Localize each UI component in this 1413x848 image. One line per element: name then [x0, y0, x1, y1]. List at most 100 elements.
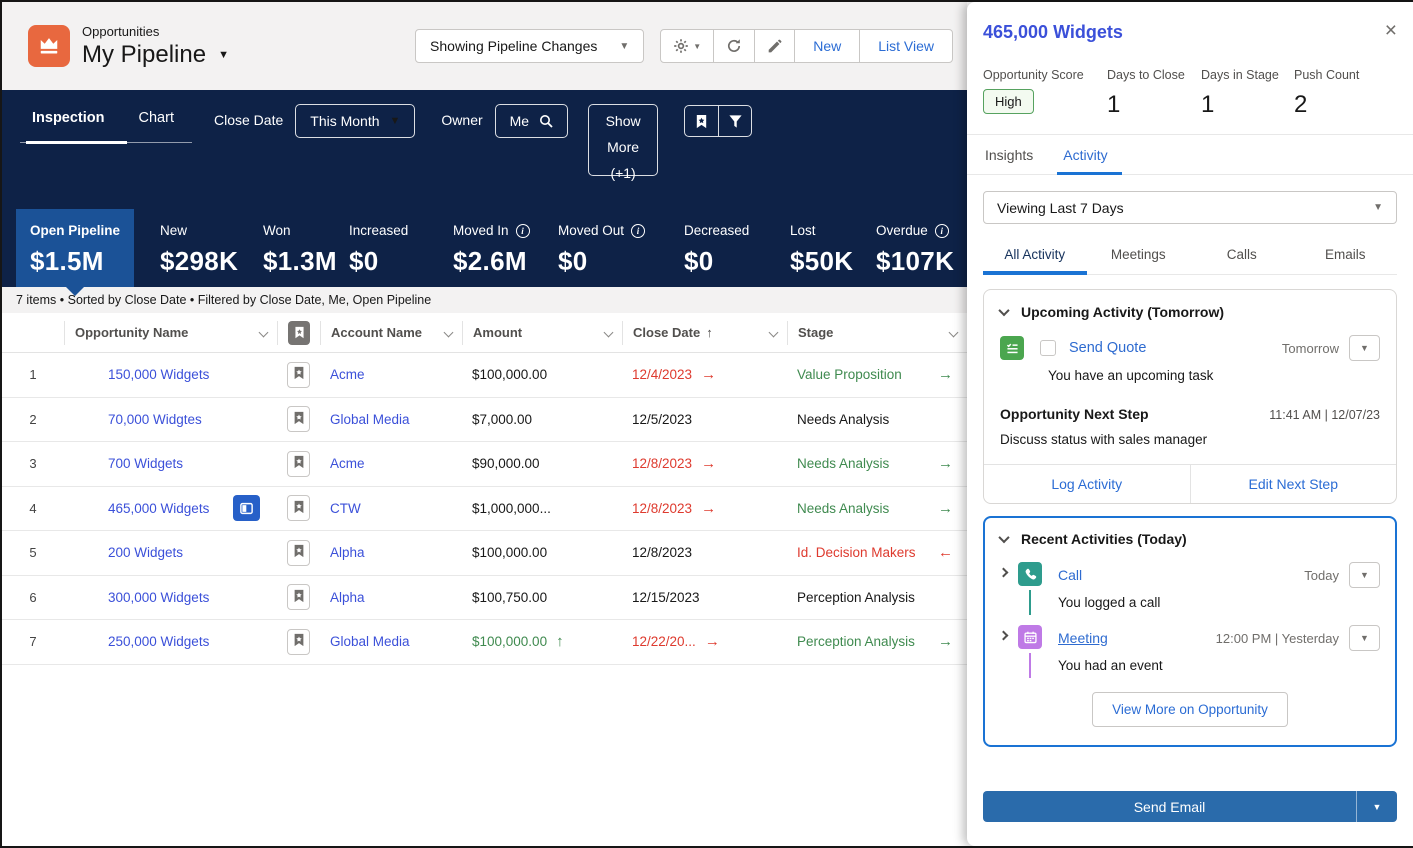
send-email-button[interactable]: Send Email	[983, 791, 1357, 822]
opportunity-link[interactable]: 200 Widgets	[108, 545, 184, 561]
bookmark-button[interactable]	[287, 361, 310, 388]
account-name-cell: Alpha	[320, 545, 462, 560]
tab-emails[interactable]: Emails	[1324, 247, 1366, 262]
account-link[interactable]: Alpha	[330, 589, 365, 605]
activity-subject-link[interactable]: Call	[1058, 567, 1083, 583]
info-icon[interactable]: i	[515, 223, 530, 238]
recent-activities-header[interactable]: Recent Activities (Today)	[998, 531, 1380, 547]
show-more-filters-button[interactable]: Show More (+1)	[588, 104, 659, 181]
bookmark-button[interactable]	[287, 539, 310, 566]
metric-decreased[interactable]: Decreased $0	[684, 223, 750, 276]
refresh-button[interactable]	[713, 30, 754, 62]
metric-won[interactable]: Won $1.3M	[263, 223, 337, 276]
task-complete-checkbox[interactable]	[1040, 340, 1056, 356]
opportunity-link[interactable]: 465,000 Widgets	[108, 500, 210, 516]
stage-cell: Value Proposition →	[797, 366, 953, 384]
open-side-panel-button[interactable]	[233, 495, 261, 522]
amount-cell: $1,000,000...	[472, 500, 551, 516]
list-view-button[interactable]: List View	[859, 30, 952, 62]
close-icon[interactable]: ×	[1384, 19, 1397, 42]
bookmark-button[interactable]	[287, 450, 310, 477]
table-row[interactable]: 3 700 Widgets Acme $90,000.00 12/8/2023 → Need…	[2, 442, 967, 487]
table-row[interactable]: 6 300,000 Widgets Alpha $100,750.00 12/15/20…	[2, 575, 967, 620]
tab-chart[interactable]: Chart	[138, 110, 174, 126]
table-row[interactable]: 2 70,000 Widgtes Global Media $7,000.00 12/5…	[2, 397, 967, 442]
account-link[interactable]: Alpha	[330, 545, 365, 561]
tab-inspection[interactable]: Inspection	[26, 110, 126, 144]
metric-moved-out[interactable]: Moved Out i $0	[558, 209, 660, 287]
send-email-dropdown-caret[interactable]: ▼	[1372, 801, 1382, 812]
metric-increased[interactable]: Increased $0	[349, 223, 409, 276]
account-link[interactable]: Global Media	[330, 411, 410, 427]
bookmark-filter-button[interactable]	[685, 106, 718, 136]
chevron-down-icon[interactable]	[443, 327, 454, 338]
column-account-name[interactable]: Account Name	[320, 320, 462, 345]
expand-chevron-icon[interactable]	[998, 630, 1009, 641]
activity-actions-dropdown[interactable]: ▼	[1349, 562, 1380, 588]
stage-cell: Perception Analysis →	[797, 633, 953, 651]
bookmark-button[interactable]	[287, 406, 310, 433]
account-link[interactable]: CTW	[330, 500, 361, 516]
account-link[interactable]: Acme	[330, 367, 365, 383]
chevron-down-icon[interactable]	[948, 327, 959, 338]
tab-calls[interactable]: Calls	[1226, 247, 1257, 262]
panel-opportunity-title[interactable]: 465,000 Widgets	[983, 22, 1123, 42]
opportunity-link[interactable]: 250,000 Widgets	[108, 634, 210, 650]
settings-button[interactable]: ▼	[661, 30, 713, 62]
activity-type-tabs: All Activity Meetings Calls Emails	[983, 237, 1397, 275]
account-link[interactable]: Global Media	[330, 634, 410, 650]
new-button[interactable]: New	[794, 30, 859, 62]
chevron-down-icon[interactable]	[768, 327, 779, 338]
task-actions-dropdown[interactable]: ▼	[1349, 335, 1380, 361]
bookmark-column-icon	[288, 320, 310, 345]
bookmark-button[interactable]	[287, 628, 310, 655]
metric-new[interactable]: New $298K	[160, 223, 239, 276]
account-link[interactable]: Acme	[330, 456, 365, 472]
opportunity-link[interactable]: 70,000 Widgtes	[108, 411, 202, 427]
table-row[interactable]: 1 150,000 Widgets Acme $100,000.00 12/4/2023…	[2, 353, 967, 398]
opportunity-link[interactable]: 150,000 Widgets	[108, 367, 210, 383]
tab-all-activity[interactable]: All Activity	[983, 237, 1087, 275]
info-icon[interactable]: i	[631, 223, 646, 238]
expand-chevron-icon[interactable]	[998, 567, 1009, 578]
edit-button[interactable]	[754, 30, 794, 62]
column-amount[interactable]: Amount	[462, 320, 622, 345]
bookmark-button[interactable]	[287, 584, 310, 611]
viewing-range-dropdown[interactable]: Viewing Last 7 Days ▼	[983, 191, 1397, 224]
activity-subject-link[interactable]: Meeting	[1058, 630, 1108, 646]
owner-filter-button[interactable]: Me	[494, 104, 569, 138]
view-switcher-caret-icon[interactable]: ▼	[218, 48, 229, 61]
score-badge: High	[983, 89, 1034, 114]
stage-change-arrow-icon: →	[938, 455, 953, 473]
opportunity-link[interactable]: 300,000 Widgets	[108, 589, 210, 605]
tab-insights[interactable]: Insights	[985, 147, 1034, 163]
activity-actions-dropdown[interactable]: ▼	[1349, 625, 1380, 651]
table-row[interactable]: 5 200 Widgets Alpha $100,000.00 12/8/2023 Id.…	[2, 531, 967, 576]
metric-open-pipeline[interactable]: Open Pipeline $1.5M	[16, 209, 135, 287]
close-date-filter-button[interactable]: This Month ▼	[295, 104, 416, 138]
column-opportunity-name[interactable]: Opportunity Name	[64, 320, 277, 345]
opportunity-name-cell: 70,000 Widgtes	[64, 412, 277, 427]
log-activity-button[interactable]: Log Activity	[984, 465, 1190, 503]
metric-overdue[interactable]: Overdue i $107K	[876, 223, 955, 276]
chevron-down-icon[interactable]	[258, 327, 269, 338]
upcoming-activity-header[interactable]: Upcoming Activity (Tomorrow)	[998, 304, 1380, 320]
edit-next-step-button[interactable]: Edit Next Step	[1189, 465, 1396, 503]
view-more-on-opportunity-button[interactable]: View More on Opportunity	[1092, 692, 1288, 727]
filter-panel-button[interactable]	[718, 106, 751, 136]
column-close-date[interactable]: Close Date ↑	[622, 320, 787, 345]
bookmark-button[interactable]	[287, 495, 310, 522]
tab-activity[interactable]: Activity	[1057, 135, 1123, 175]
column-bookmark[interactable]	[277, 320, 320, 345]
task-subject-link[interactable]: Send Quote	[1069, 340, 1147, 356]
chevron-down-icon[interactable]	[603, 327, 614, 338]
info-icon[interactable]: i	[934, 223, 949, 238]
column-stage[interactable]: Stage	[787, 320, 967, 345]
tab-meetings[interactable]: Meetings	[1110, 247, 1166, 262]
table-row[interactable]: 7 250,000 Widgets Global Media $100,000.00 ↑…	[2, 620, 967, 665]
pipeline-changes-dropdown[interactable]: Showing Pipeline Changes ▼	[415, 29, 645, 63]
metric-lost[interactable]: Lost $50K	[790, 223, 854, 276]
metric-moved-in[interactable]: Moved In i $2.6M	[453, 209, 534, 287]
table-row[interactable]: 4 465,000 Widgets CTW $1,000,000... 12/8/202…	[2, 486, 967, 531]
opportunity-link[interactable]: 700 Widgets	[108, 456, 184, 472]
